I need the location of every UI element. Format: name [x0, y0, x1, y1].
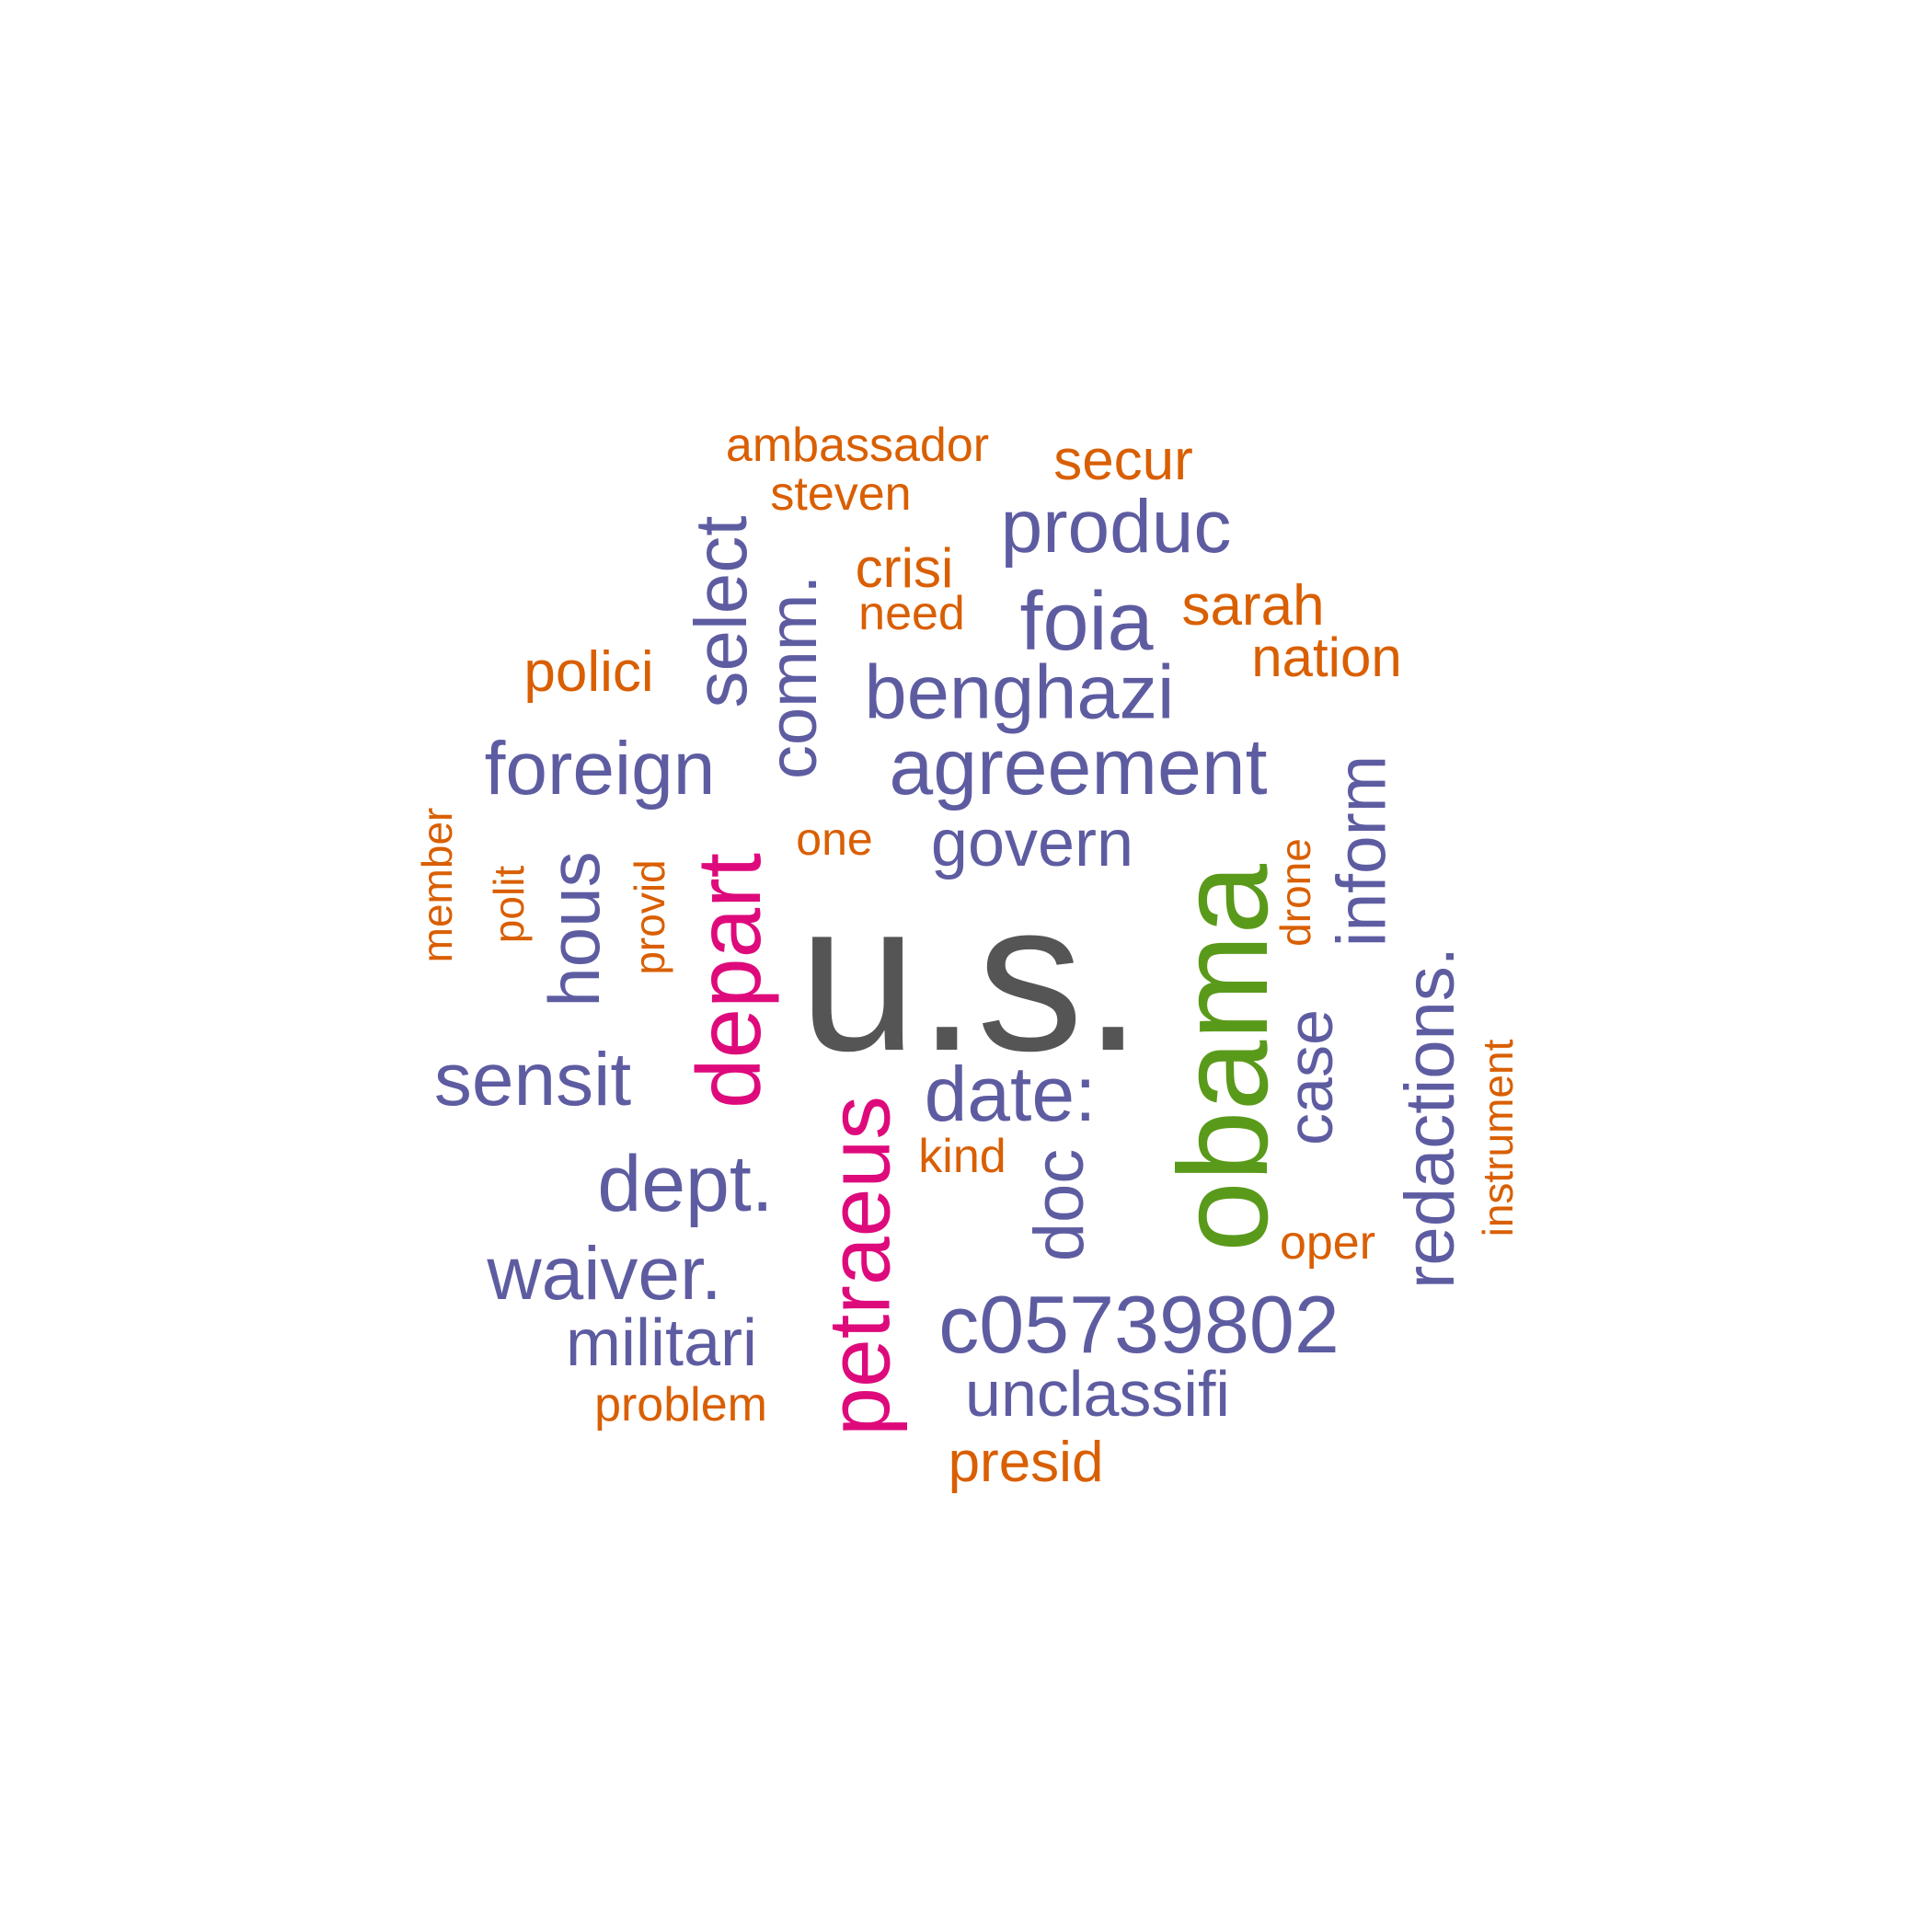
- cloud-word: obama: [1153, 864, 1294, 1252]
- cloud-word: govern: [930, 807, 1134, 880]
- cloud-word: instrument: [1474, 1039, 1522, 1237]
- cloud-word: agreement: [889, 723, 1268, 811]
- cloud-word: hous: [534, 851, 615, 1007]
- cloud-word: select: [680, 515, 762, 708]
- cloud-word: waiver.: [487, 1232, 722, 1316]
- cloud-word: depart: [678, 853, 779, 1109]
- cloud-word: ambassador: [725, 419, 990, 472]
- cloud-word: militari: [566, 1306, 757, 1380]
- cloud-word: produc: [1000, 485, 1232, 569]
- cloud-word: foia: [1019, 576, 1154, 668]
- cloud-word: provid: [626, 859, 673, 975]
- cloud-word: drone: [1271, 838, 1319, 947]
- cloud-word: presid: [948, 1431, 1104, 1494]
- cloud-word: problem: [594, 1378, 767, 1432]
- cloud-word: member: [413, 807, 461, 963]
- cloud-word: unclassifi: [965, 1358, 1230, 1430]
- cloud-word: polici: [523, 640, 654, 704]
- cloud-word: petraeus: [811, 1096, 909, 1436]
- cloud-word: date:: [924, 1051, 1097, 1137]
- cloud-word: kind: [918, 1130, 1006, 1183]
- cloud-word: steven: [770, 467, 912, 521]
- cloud-word: dept.: [597, 1140, 774, 1228]
- cloud-word: sensit: [433, 1038, 632, 1121]
- cloud-word: comm.: [754, 575, 831, 779]
- cloud-word: benghazi: [864, 649, 1175, 735]
- cloud-word: u.s.: [799, 857, 1143, 1096]
- cloud-word: one: [796, 813, 873, 865]
- cloud-word: case: [1274, 1009, 1346, 1145]
- cloud-word: need: [858, 587, 965, 640]
- cloud-word: c05739802: [938, 1279, 1340, 1370]
- cloud-word: oper: [1279, 1216, 1376, 1270]
- cloud-word: secur: [1053, 429, 1193, 492]
- cloud-word: redactions.: [1391, 947, 1469, 1289]
- cloud-word: sarah: [1181, 574, 1325, 638]
- cloud-word: polit: [485, 865, 533, 944]
- cloud-word: doc: [1020, 1148, 1098, 1262]
- cloud-word: crisi: [855, 537, 954, 599]
- cloud-word: nation: [1251, 627, 1402, 688]
- cloud-word: foreign: [484, 727, 716, 811]
- cloud-word: inform: [1322, 754, 1400, 948]
